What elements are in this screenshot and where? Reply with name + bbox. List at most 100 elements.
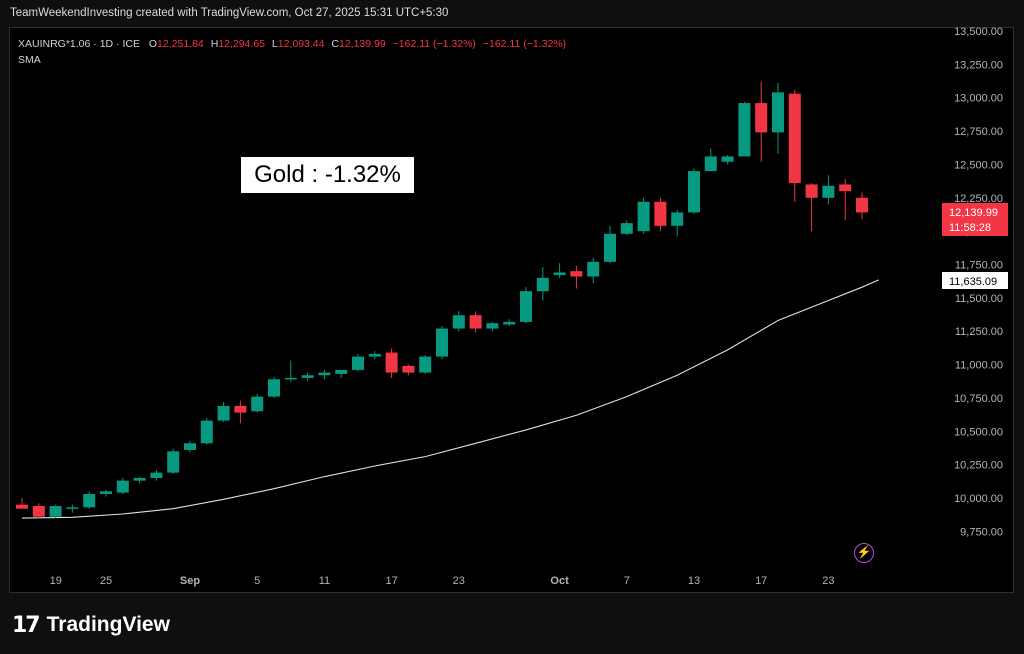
candle-body (587, 261, 600, 277)
candle-body (856, 197, 868, 213)
candle[interactable] (805, 183, 818, 232)
candle[interactable] (385, 348, 398, 378)
candle[interactable] (419, 355, 432, 374)
tradingview-wordmark: TradingView (46, 613, 170, 636)
candle[interactable] (654, 197, 667, 232)
candle[interactable] (772, 83, 784, 154)
candle[interactable] (620, 220, 633, 236)
sma-indicator-label[interactable]: SMA (18, 54, 41, 66)
candle-body (436, 328, 448, 357)
candle[interactable] (284, 360, 297, 382)
tradingview-mark-icon: 17 (12, 612, 41, 638)
candle[interactable] (688, 168, 700, 214)
last-price-tag: 12,139.99 11:58:28 (942, 203, 1008, 236)
candle[interactable] (402, 364, 415, 376)
candle[interactable] (318, 369, 331, 380)
candle-body (620, 223, 633, 234)
candle-body (822, 185, 835, 198)
ohlc-legend: XAUINRG*1.06 · 1D · ICE O12,251.84 H12,2… (18, 38, 566, 50)
candle[interactable] (704, 148, 717, 172)
candle[interactable] (335, 369, 348, 378)
sma-value: 11,635.09 (949, 276, 997, 288)
candle-body (66, 507, 79, 509)
candle[interactable] (251, 393, 264, 413)
x-tick-label: 23 (822, 575, 834, 587)
candle[interactable] (66, 504, 79, 513)
candle[interactable] (184, 440, 196, 453)
candle[interactable] (503, 319, 516, 326)
candle[interactable] (587, 257, 600, 284)
candle[interactable] (452, 311, 465, 332)
low-value: 12,093.44 (277, 38, 325, 50)
y-tick-label: 10,250.00 (954, 460, 1003, 472)
change-value: −162.11 (−1.32%) (392, 38, 476, 50)
candle[interactable] (822, 175, 835, 205)
candle[interactable] (536, 267, 549, 301)
candle-body (268, 379, 280, 397)
y-tick-label: 10,500.00 (954, 426, 1003, 438)
candle-body (738, 103, 751, 157)
candle[interactable] (570, 265, 583, 289)
y-tick-label: 10,000.00 (954, 493, 1003, 505)
candle[interactable] (83, 491, 96, 509)
high-value: 12,294.65 (218, 38, 265, 50)
candle-body (301, 375, 314, 378)
candle[interactable] (637, 197, 650, 234)
candle[interactable] (486, 321, 499, 332)
candle[interactable] (200, 417, 213, 445)
candle-body (200, 420, 213, 444)
candle[interactable] (268, 376, 280, 398)
y-tick-label: 12,750.00 (954, 126, 1003, 138)
chart-frame[interactable] (9, 27, 1014, 593)
candle[interactable] (301, 372, 314, 381)
candle[interactable] (133, 476, 146, 484)
candle[interactable] (755, 81, 768, 162)
candle-body (704, 156, 717, 172)
candle[interactable] (604, 225, 616, 264)
countdown-value: 11:58:28 (949, 222, 991, 234)
candle[interactable] (49, 504, 62, 519)
candle[interactable] (217, 401, 230, 422)
x-tick-label: 13 (688, 575, 700, 587)
candle-body (385, 352, 398, 373)
lightning-icon[interactable]: ⚡ (854, 543, 874, 563)
candle[interactable] (788, 89, 801, 202)
high-label: H (210, 38, 219, 50)
candle[interactable] (738, 101, 751, 157)
candle[interactable] (368, 351, 381, 360)
candle[interactable] (150, 469, 163, 481)
sma-line (21, 279, 880, 519)
y-tick-label: 11,500.00 (955, 293, 1003, 305)
candle[interactable] (671, 209, 684, 237)
candle[interactable] (116, 477, 129, 494)
candle[interactable] (16, 498, 28, 509)
candle-body (486, 323, 499, 329)
candle[interactable] (721, 155, 734, 165)
candle[interactable] (436, 325, 448, 360)
candle[interactable] (32, 503, 45, 519)
candle-body (654, 201, 667, 226)
candle[interactable] (234, 400, 247, 424)
candle[interactable] (839, 179, 852, 221)
candle-body (184, 443, 196, 450)
candle[interactable] (520, 287, 532, 324)
gold-annotation: Gold : -1.32% (241, 157, 414, 193)
candle-body (16, 504, 28, 509)
candle[interactable] (352, 353, 364, 372)
candle-body (772, 92, 784, 133)
candle-body (839, 184, 852, 192)
y-tick-label: 13,000.00 (954, 93, 1003, 105)
candle[interactable] (553, 263, 566, 278)
candle-body (234, 405, 247, 413)
candle[interactable] (856, 192, 868, 220)
x-tick-label: 25 (100, 575, 112, 587)
x-tick-label: 19 (50, 575, 62, 587)
candle[interactable] (100, 489, 112, 497)
candle[interactable] (469, 311, 482, 333)
symbol-label: XAUINRG*1.06 · 1D · ICE (18, 38, 140, 50)
candle-body (604, 233, 616, 262)
candle-body (755, 103, 768, 133)
candle[interactable] (167, 448, 180, 474)
candle-body (536, 277, 549, 292)
